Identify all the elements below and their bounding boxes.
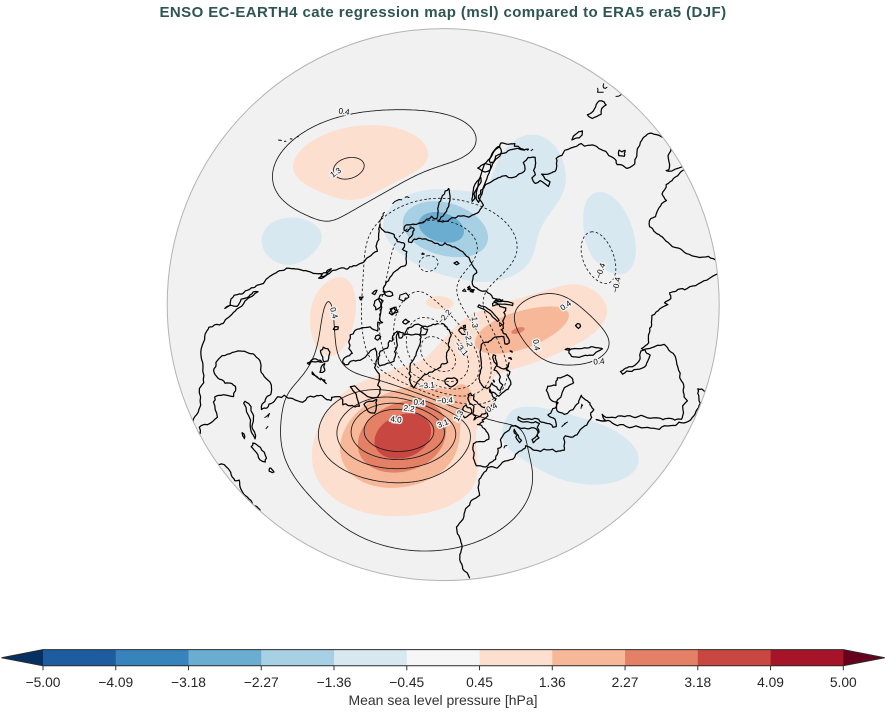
svg-text:−3.18: −3.18 [171, 675, 206, 690]
svg-text:−1.3: −1.3 [469, 312, 479, 329]
svg-text:0.4: 0.4 [338, 106, 351, 117]
svg-text:−3.1: −3.1 [419, 380, 436, 391]
svg-text:0.4: 0.4 [413, 398, 426, 408]
svg-text:−0.45: −0.45 [389, 675, 424, 690]
svg-text:4.0: 4.0 [390, 415, 403, 425]
svg-text:4.09: 4.09 [757, 675, 784, 690]
svg-text:2.2: 2.2 [403, 403, 416, 414]
svg-text:−4.09: −4.09 [98, 675, 133, 690]
svg-text:1.36: 1.36 [539, 675, 566, 690]
svg-text:5.00: 5.00 [830, 675, 857, 690]
svg-text:−0.4: −0.4 [437, 396, 454, 406]
svg-text:2.27: 2.27 [612, 675, 639, 690]
svg-text:−5.00: −5.00 [26, 675, 61, 690]
svg-text:−1.36: −1.36 [317, 675, 352, 690]
svg-text:0.4: 0.4 [531, 339, 542, 352]
svg-text:0.4: 0.4 [593, 357, 605, 367]
svg-text:−2.27: −2.27 [244, 675, 279, 690]
svg-text:3.18: 3.18 [684, 675, 711, 690]
svg-text:0.45: 0.45 [466, 675, 493, 690]
